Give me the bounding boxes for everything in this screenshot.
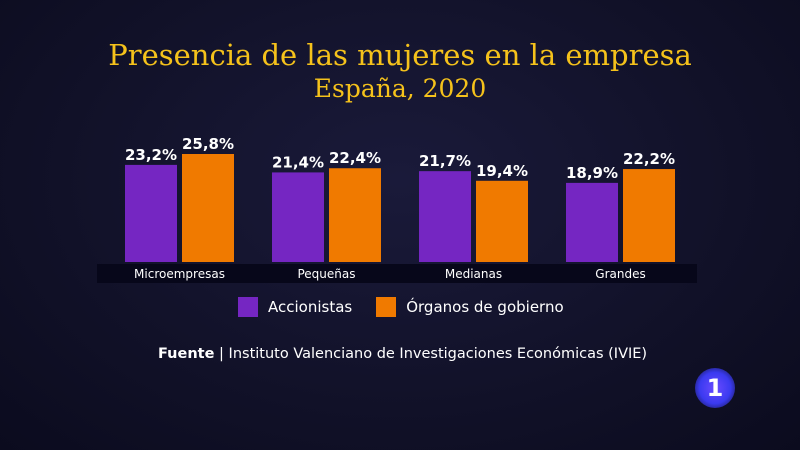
data-label: 21,4% <box>272 153 324 171</box>
bar-medianas-organos <box>476 180 528 262</box>
legend: Accionistas Órganos de gobierno <box>238 297 564 317</box>
source-note: Fuente | Instituto Valenciano de Investi… <box>158 346 647 362</box>
legend-swatch-organos <box>376 297 397 317</box>
data-label: 23,2% <box>125 146 177 164</box>
data-label: 25,8% <box>182 135 234 153</box>
data-label: 18,9% <box>566 164 618 182</box>
category-strip <box>97 264 697 283</box>
category-label: Grandes <box>595 267 645 281</box>
bar-grandes-accionistas <box>566 182 618 262</box>
legend-label-organos: Órganos de gobierno <box>406 298 564 316</box>
legend-swatch-accionistas <box>238 297 258 317</box>
data-label: 21,7% <box>419 152 471 170</box>
bar-pequeñas-accionistas <box>272 172 324 262</box>
legend-label-accionistas: Accionistas <box>268 298 353 316</box>
data-label: 19,4% <box>476 162 528 180</box>
category-label: Medianas <box>445 267 502 281</box>
bar-medianas-accionistas <box>419 171 471 262</box>
data-label: 22,2% <box>623 150 675 168</box>
bar-microempresas-organos <box>182 154 234 262</box>
category-label: Pequeñas <box>297 267 355 281</box>
category-label: Microempresas <box>134 267 225 281</box>
source-label: Fuente <box>158 346 215 362</box>
chart-title: Presencia de las mujeres en la empresa <box>108 38 692 72</box>
bar-pequeñas-organos <box>329 168 381 262</box>
data-label: 22,4% <box>329 149 381 167</box>
source-separator: | <box>219 346 224 362</box>
bar-grandes-organos <box>623 169 675 262</box>
channel-logo: 1 <box>695 368 735 408</box>
chart-subtitle: España, 2020 <box>313 74 487 103</box>
source-text: Instituto Valenciano de Investigaciones … <box>228 346 648 362</box>
bar-microempresas-accionistas <box>125 164 177 262</box>
